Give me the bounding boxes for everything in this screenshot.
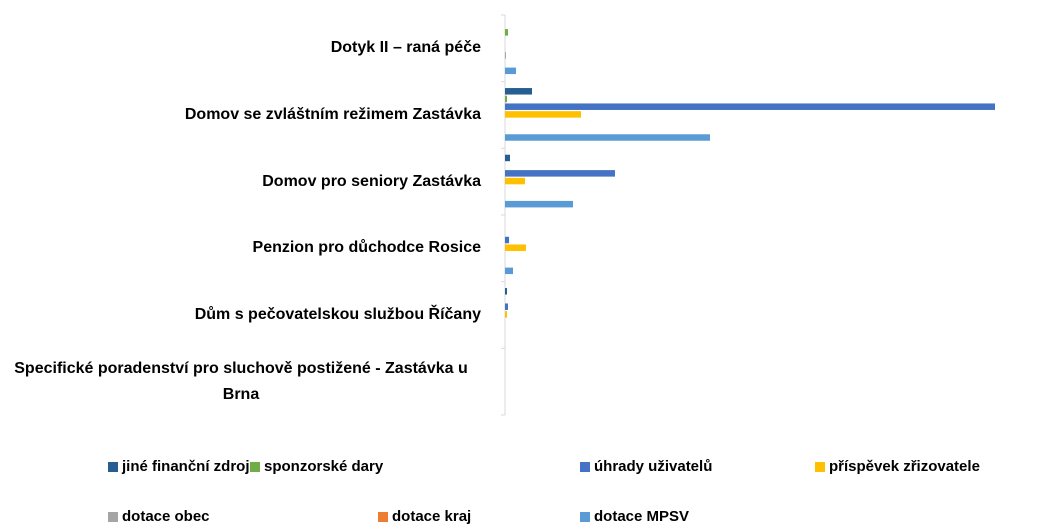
legend-swatch — [580, 462, 590, 472]
bar — [505, 236, 509, 244]
category-label: Domov se zvláštním režimem Zastávka — [184, 106, 481, 123]
bar — [505, 103, 995, 110]
bar — [505, 29, 508, 36]
legend-swatch — [378, 512, 388, 522]
bar — [505, 288, 507, 295]
bar — [505, 177, 525, 185]
legend-swatch — [250, 462, 260, 472]
bar — [505, 303, 508, 310]
legend-label: dotace MPSV — [594, 508, 689, 525]
bar — [505, 170, 615, 177]
legend-label: úhrady uživatelů — [594, 458, 712, 475]
legend-swatch — [108, 512, 118, 522]
bar — [505, 267, 513, 275]
bar — [505, 111, 581, 118]
category-label: Domov pro seniory Zastávka — [262, 172, 481, 190]
legend-swatch — [580, 512, 590, 522]
legend-label: sponzorské dary — [264, 458, 384, 475]
legend-label: jiné finanční zdroje — [121, 458, 258, 475]
category-label: Penzion pro důchodce Rosice — [252, 239, 481, 257]
category-label: Dům s pečovatelskou službou Říčany — [194, 306, 481, 323]
legend-label: dotace obec — [122, 508, 210, 525]
bar — [505, 88, 532, 95]
category-label: Dotyk II – raná péče — [330, 39, 481, 57]
legend-swatch — [108, 462, 118, 472]
bar — [505, 52, 506, 59]
bar — [505, 154, 510, 162]
category-label: Specifické poradenství pro sluchově post… — [14, 359, 468, 403]
bar — [505, 134, 710, 141]
bar — [505, 95, 507, 103]
bar — [505, 244, 526, 251]
bar — [505, 311, 507, 318]
legend-label: dotace kraj — [392, 508, 471, 525]
legend-label: příspěvek zřizovatele — [829, 458, 980, 475]
bar — [505, 200, 573, 208]
legend-swatch — [815, 462, 825, 472]
bar — [505, 67, 516, 75]
